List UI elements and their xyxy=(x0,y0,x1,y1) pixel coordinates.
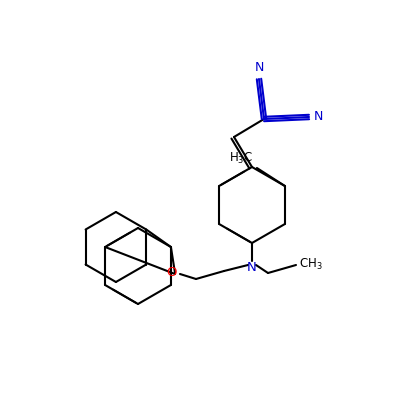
Text: N: N xyxy=(314,110,323,124)
Text: CH$_3$: CH$_3$ xyxy=(299,256,323,272)
Text: N: N xyxy=(254,61,264,74)
Text: H$_3$C: H$_3$C xyxy=(229,151,253,166)
Text: N: N xyxy=(247,261,257,274)
Text: O: O xyxy=(166,266,177,280)
